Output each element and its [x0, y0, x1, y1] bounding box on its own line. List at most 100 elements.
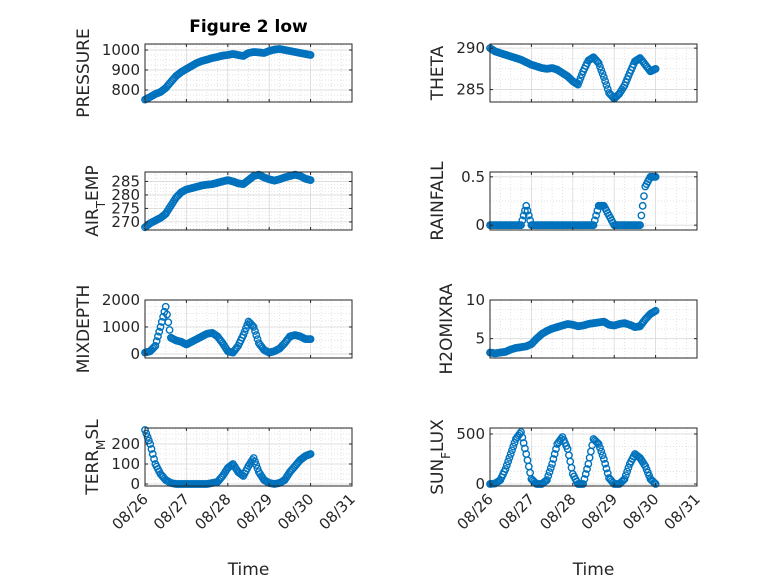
data-point: [521, 206, 529, 215]
x-tick-label: 08/31: [316, 490, 359, 533]
y-tick-label: 290: [456, 39, 485, 57]
data-point: [506, 450, 515, 458]
data-point: [518, 216, 527, 225]
data-point: [504, 457, 513, 466]
panel-pressure: 800 900 1000 PRESSURE Figure 2 low: [74, 17, 353, 118]
data-point: [251, 327, 259, 335]
y-tick-label: 0.5: [461, 168, 485, 186]
data-point: [543, 476, 551, 484]
data-point: [164, 318, 173, 327]
y-tick-label: 1000: [102, 318, 140, 336]
data-point: [621, 471, 630, 480]
data-point: [252, 461, 261, 469]
x-tick-label: 08/31: [661, 490, 704, 533]
axes-box: [144, 427, 353, 487]
data-point: [143, 433, 152, 441]
data-point: [155, 327, 164, 336]
data-point: [651, 306, 660, 315]
y-tick-label: 0: [475, 475, 485, 493]
data-point: [147, 445, 156, 453]
data-point: [544, 472, 553, 480]
data-point: [596, 62, 604, 71]
y-axis-label: SUNFLUX: [428, 419, 453, 495]
data-point: [623, 467, 632, 476]
axes-box: [144, 299, 353, 359]
data-point: [550, 450, 559, 458]
data-point: [163, 310, 171, 319]
data-point: [502, 461, 511, 470]
y-tick-label: 280: [111, 186, 140, 204]
data-point: [581, 470, 590, 478]
y-tick-label: 800: [111, 81, 140, 99]
data-point: [590, 216, 599, 225]
y-tick-label: 900: [111, 61, 140, 79]
data-point: [598, 69, 607, 78]
panel-theta: 285 290 THETA: [428, 39, 698, 103]
data-point: [594, 59, 603, 67]
y-tick-label: 270: [111, 213, 140, 231]
data-point: [601, 77, 610, 85]
data-point: [597, 447, 606, 456]
panel-rainfall: 0 0.5 RAINFALL: [428, 161, 698, 241]
y-axis-label: THETA: [428, 45, 448, 101]
data-point: [306, 335, 315, 344]
x-tick-label: 08/27: [150, 490, 193, 533]
chart-title: Figure 2 low: [189, 17, 308, 37]
data-point: [156, 323, 165, 331]
y-tick-label: 1000: [102, 41, 140, 59]
y-tick-label: 0: [475, 216, 485, 234]
axes-box: [489, 171, 698, 231]
data-point: [594, 440, 603, 448]
data-point: [505, 453, 514, 462]
data-point: [517, 221, 525, 230]
x-tick-label: 08/30: [274, 490, 317, 533]
plot-area: [490, 44, 697, 102]
y-axis-label: H2OMIXRA: [437, 283, 457, 374]
data-point: [552, 445, 560, 453]
axes-box: [144, 43, 353, 103]
data-point: [597, 66, 606, 75]
x-axis-label: Time: [227, 560, 270, 580]
data-point: [249, 323, 258, 331]
data-point: [523, 206, 532, 215]
data-point: [624, 463, 633, 472]
y-axis-label: RAINFALL: [428, 161, 448, 241]
data-point: [546, 464, 555, 472]
data-point: [150, 455, 158, 463]
axes-box: [144, 171, 353, 231]
data-point: [148, 450, 157, 458]
data-point: [142, 429, 151, 438]
y-tick-label: 10: [466, 291, 485, 309]
axes-box: [489, 43, 698, 103]
y-axis-label: MIXDEPTH: [74, 285, 94, 374]
x-tick-label: 08/26: [454, 490, 497, 533]
data-point: [154, 332, 162, 341]
axes-box: [489, 427, 698, 487]
data-point: [549, 455, 558, 463]
data-point: [522, 201, 531, 210]
data-point: [249, 454, 258, 462]
x-tick-label: 08/27: [495, 490, 538, 533]
y-axis-label: TERRMSL: [83, 419, 108, 496]
y-tick-label: 2000: [102, 291, 140, 309]
data-point: [159, 312, 168, 321]
data-point: [580, 475, 589, 483]
data-point: [638, 201, 647, 210]
x-tick-label: 08/29: [233, 490, 276, 533]
panel-h2omixra: 5 10 H2OMIXRA: [437, 283, 698, 375]
data-point: [151, 341, 160, 350]
data-point: [306, 450, 315, 458]
axes-box: [489, 299, 698, 359]
data-point: [640, 192, 648, 201]
x-axis-label: Time: [572, 560, 615, 580]
data-point: [592, 211, 600, 220]
y-axis-label: AIRTEMP: [83, 165, 108, 236]
data-point: [599, 73, 608, 82]
data-point: [589, 221, 598, 230]
y-tick-label: 275: [111, 199, 140, 217]
data-point: [651, 480, 660, 488]
